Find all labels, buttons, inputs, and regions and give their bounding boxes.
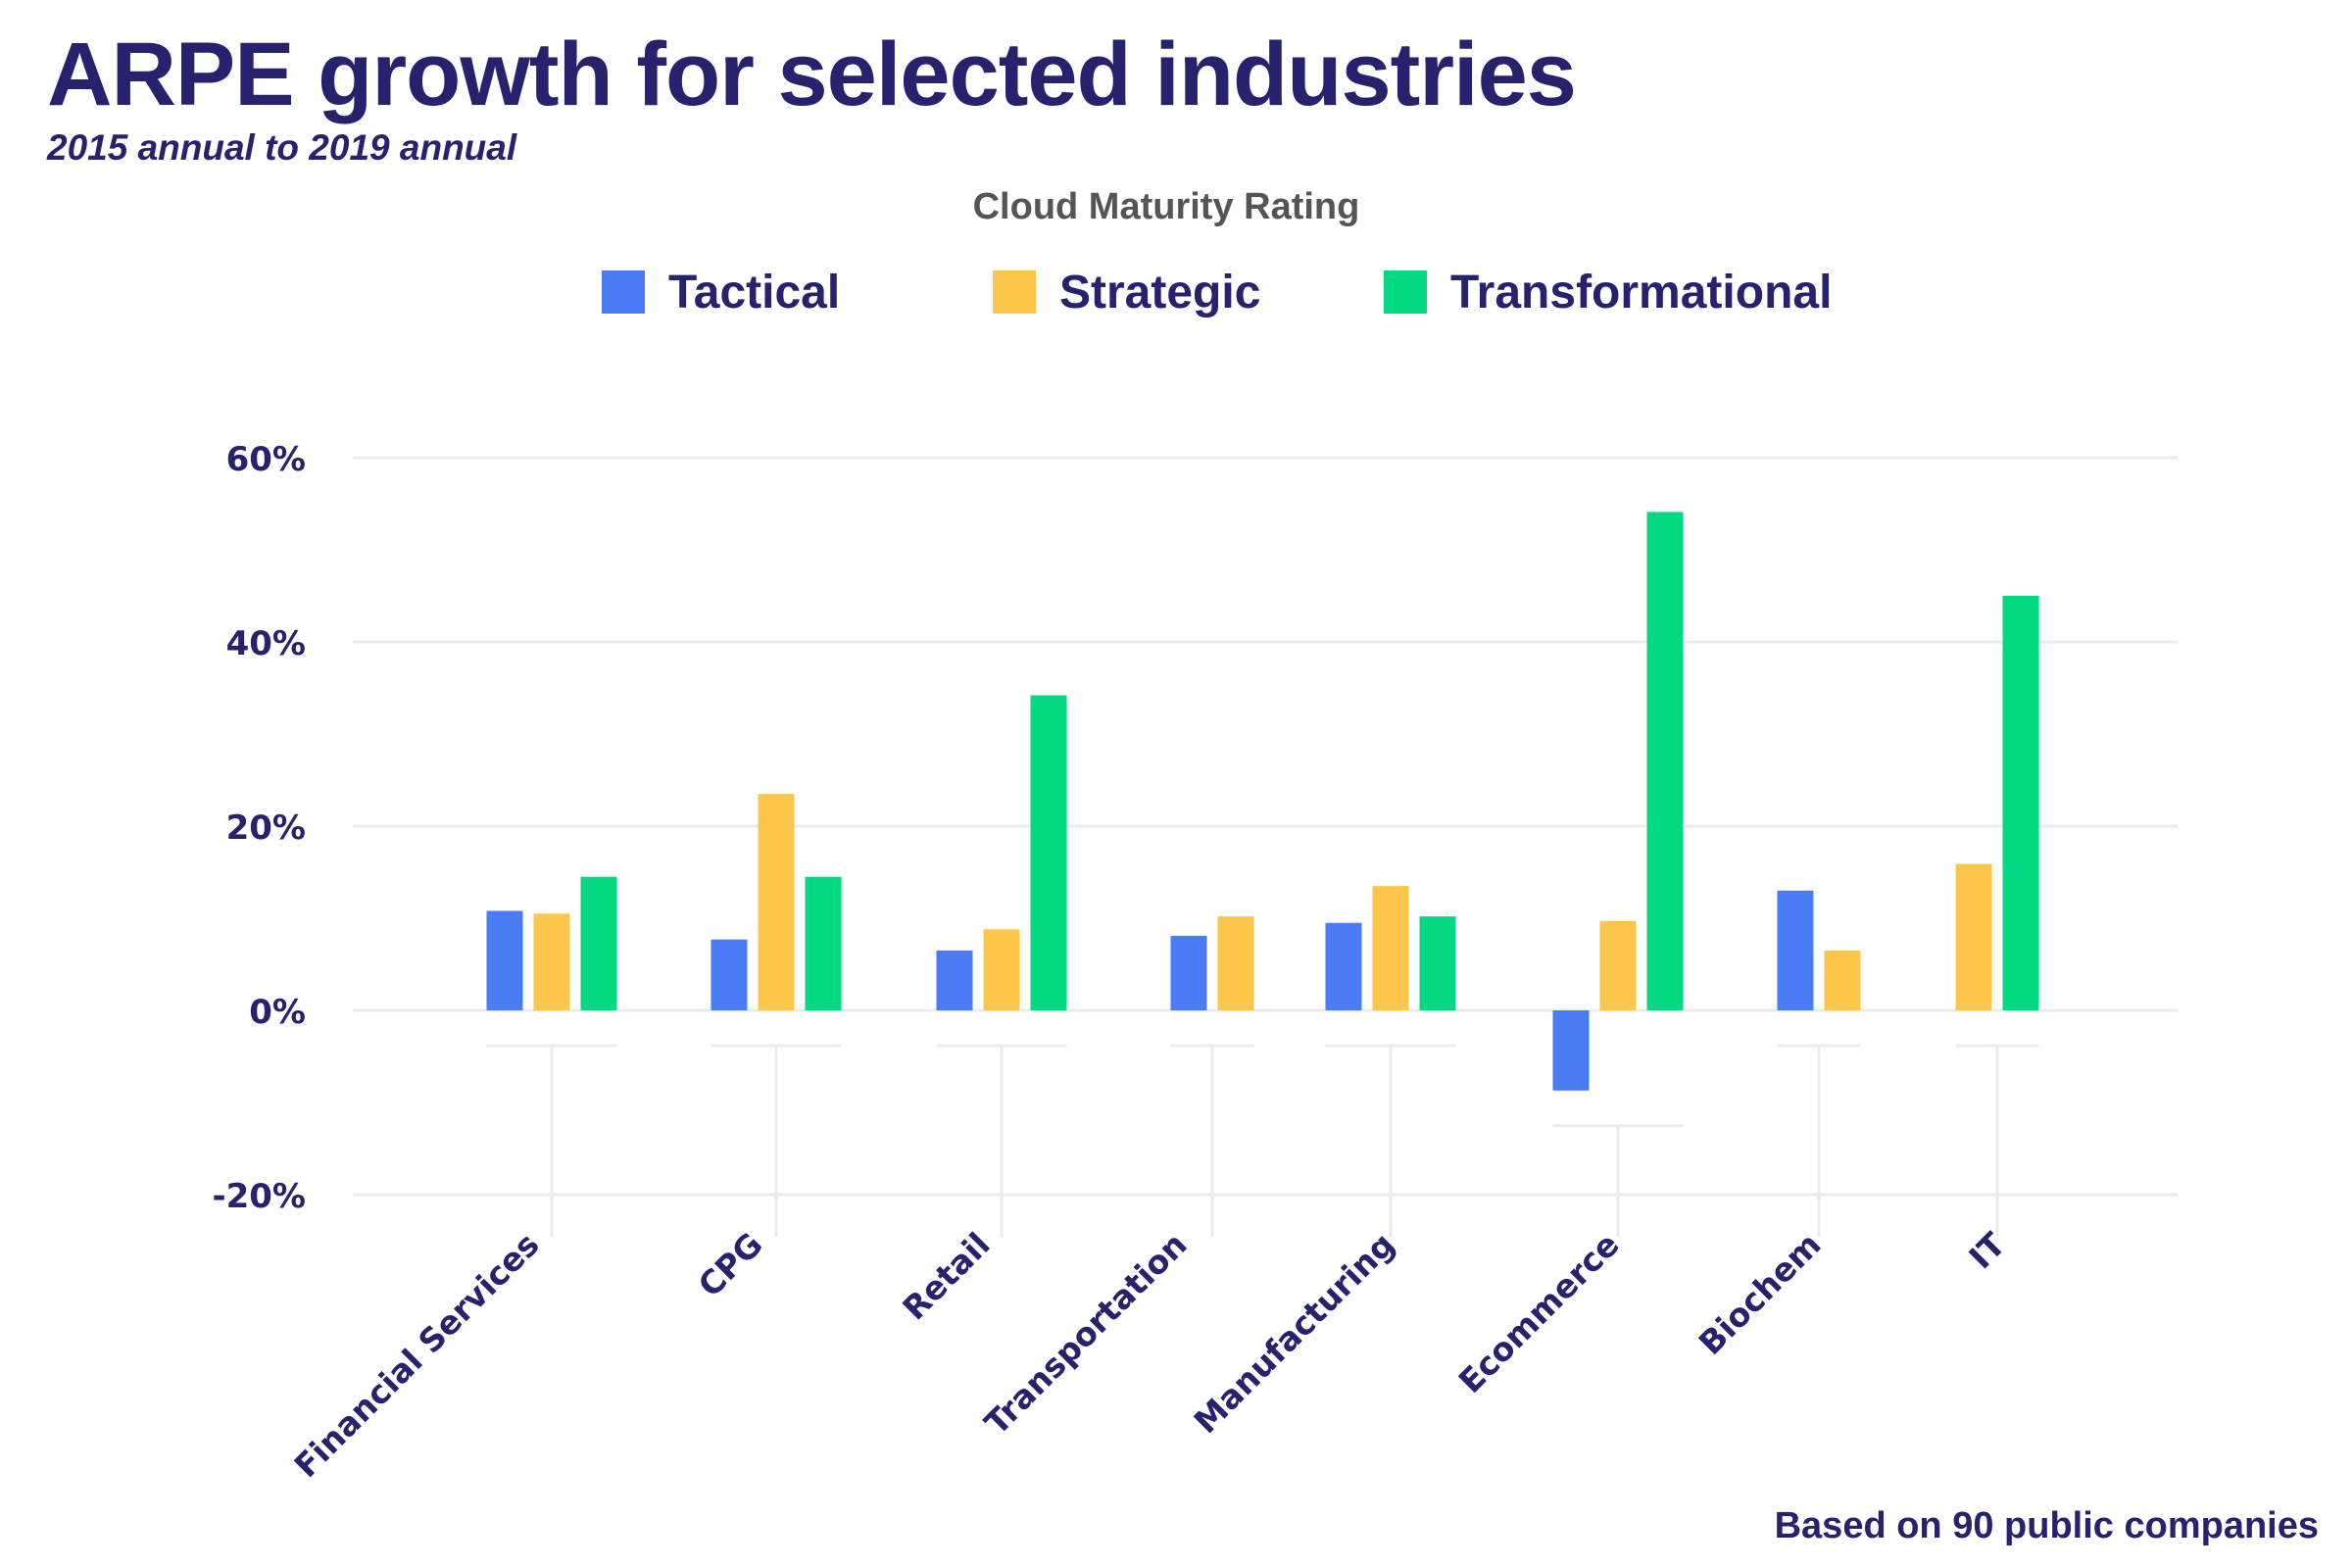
bar-strategic-transportation [1217,916,1254,1010]
x-tick-label: IT [1961,1225,2013,1277]
bar-transformational-cpg [805,876,842,1010]
legend-title: Cloud Maturity Rating [972,186,1360,227]
bar-tactical-ecommerce [1552,1010,1590,1091]
x-tick-label: Manufacturing [1187,1225,1402,1441]
chart-subtitle: 2015 annual to 2019 annual [47,127,517,168]
y-tick-label: 0% [249,993,306,1032]
bar-strategic-manufacturing [1372,886,1409,1010]
bar-transformational-it [2002,596,2039,1010]
bar-transformational-financial-services [580,876,617,1010]
legend-item-strategic: Strategic [993,263,1260,321]
y-tick-label: -20% [213,1177,307,1216]
chart-title: ARPE growth for selected industries [47,24,1577,124]
legend-swatch-strategic [993,270,1036,314]
y-tick-label: 60% [226,440,306,479]
bar-tactical-retail [936,950,973,1010]
y-tick-label: 20% [226,808,306,848]
legend-label-transformational: Transformational [1450,266,1833,318]
legend-item-tactical: Tactical [602,263,840,321]
bar-transformational-retail [1030,695,1067,1010]
x-tick-label: Biochem [1691,1225,1829,1362]
bar-tactical-transportation [1170,935,1207,1010]
legend-label-tactical: Tactical [668,266,841,318]
bar-strategic-it [1955,863,1992,1010]
bar-strategic-retail [983,929,1020,1010]
bar-strategic-ecommerce [1599,920,1637,1010]
legend-swatch-transformational [1384,270,1427,314]
legend-item-transformational: Transformational [1384,263,1832,321]
legend: Tactical Strategic Transformational [0,263,2332,321]
x-tick-label: Transportation [977,1225,1195,1443]
footnote: Based on 90 public companies [1774,1505,2319,1546]
x-tick-label: Financial Services [287,1225,547,1485]
y-tick-label: 40% [226,624,306,663]
bar-transformational-ecommerce [1646,512,1684,1010]
x-tick-label: Retail [895,1225,997,1327]
legend-label-strategic: Strategic [1059,266,1261,318]
x-tick-label: Ecommerce [1451,1225,1627,1400]
bar-tactical-biochem [1777,890,1814,1010]
bar-strategic-cpg [758,794,795,1010]
x-tick-label: CPG [691,1225,770,1304]
bar-tactical-manufacturing [1325,922,1362,1010]
legend-swatch-tactical [602,270,645,314]
bar-tactical-cpg [710,939,748,1010]
bar-strategic-biochem [1824,950,1861,1010]
bar-strategic-financial-services [533,913,570,1010]
bar-transformational-manufacturing [1419,916,1456,1010]
bar-tactical-financial-services [486,910,523,1010]
